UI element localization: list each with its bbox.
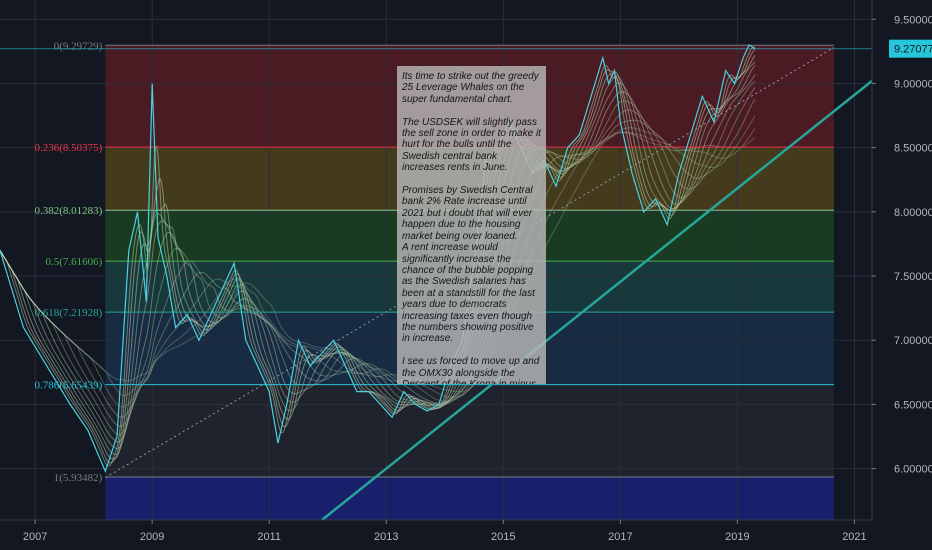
fib-level-label: 1(5.93482) xyxy=(54,472,103,484)
fib-zone xyxy=(105,384,834,478)
fib-level-label: 0.5(7.61606) xyxy=(46,256,103,268)
price-axis-bg xyxy=(872,0,932,550)
time-tick-label: 2017 xyxy=(608,531,632,543)
price-tick-label: 8.50000 xyxy=(894,143,932,155)
price-tick-label: 6.00000 xyxy=(894,464,932,476)
fib-level-label: 0(9.29729) xyxy=(54,40,103,52)
ma-line xyxy=(0,98,756,418)
price-tick-label: 9.00000 xyxy=(894,78,932,90)
price-tick-label: 9.50000 xyxy=(894,14,932,26)
time-tick-label: 2021 xyxy=(842,531,866,543)
ma-line xyxy=(0,65,756,450)
annotation-note[interactable]: Its time to strike out the greedy 25 Lev… xyxy=(397,66,546,384)
price-tick-label: 8.00000 xyxy=(894,207,932,219)
ma-line xyxy=(0,55,756,460)
time-tick-label: 2015 xyxy=(491,531,515,543)
fib-level-label: 0.382(8.01283) xyxy=(35,205,103,217)
ma-line xyxy=(0,115,756,408)
ma-line xyxy=(0,46,756,467)
ma-line xyxy=(0,128,756,398)
price-series xyxy=(0,44,872,473)
time-tick-label: 2007 xyxy=(23,531,47,543)
trendline xyxy=(321,79,873,521)
ma-line xyxy=(0,87,756,427)
last-price-badge xyxy=(889,39,932,58)
price-axis[interactable]: 6.00000 6.50000 7.00000 7.50000 8.00000 8.500… xyxy=(871,0,932,550)
ma-line xyxy=(0,49,756,464)
last-price-label: 9.27077 xyxy=(894,44,932,56)
fib-zone-below xyxy=(105,477,834,520)
price-line xyxy=(0,44,756,473)
ma-line xyxy=(0,80,756,436)
time-axis[interactable]: 2007 2009 2011 2013 2015 2017 2019 2021 xyxy=(0,519,932,550)
ma-line xyxy=(0,61,756,455)
price-tick-label: 7.00000 xyxy=(894,335,932,347)
fib-level-label: 0.236(8.50375) xyxy=(35,142,103,154)
time-tick-label: 2019 xyxy=(725,531,749,543)
time-tick-label: 2009 xyxy=(140,531,164,543)
fib-level-label: 0.786(6.65439) xyxy=(35,380,103,392)
moving-average-ribbon xyxy=(0,46,756,467)
price-tick-label: 6.50000 xyxy=(894,399,932,411)
time-axis-bg xyxy=(0,520,932,550)
price-tick-label: 7.50000 xyxy=(894,271,932,283)
time-tick-label: 2011 xyxy=(257,531,281,543)
time-tick-label: 2013 xyxy=(374,531,398,543)
fib-level-label: 0.618(7.21928) xyxy=(35,307,103,319)
ma-line xyxy=(0,74,756,443)
ma-line xyxy=(0,131,756,393)
